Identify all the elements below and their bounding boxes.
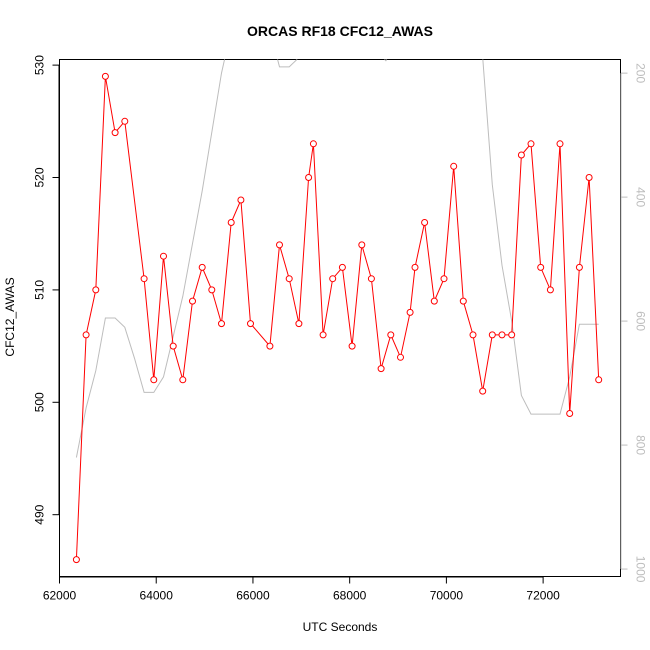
x-tick-label: 68000 [333, 589, 367, 603]
primary-series-point [566, 410, 574, 417]
primary-series-point [150, 376, 158, 384]
primary-series-point [189, 297, 196, 305]
primary-series-point [387, 331, 395, 339]
primary-series-point [411, 263, 419, 271]
primary-series-point [227, 219, 235, 226]
primary-series-point [179, 376, 187, 384]
primary-series-point [421, 219, 429, 226]
primary-series-point [319, 331, 327, 339]
y-tick-label: 520 [33, 167, 47, 187]
x-tick-label: 64000 [140, 589, 174, 603]
primary-series-point [585, 174, 593, 181]
primary-series-point [237, 196, 245, 204]
chart-title: ORCAS RF18 CFC12_AWAS [247, 23, 433, 39]
primary-series-point [111, 129, 119, 137]
primary-series-point [72, 556, 80, 564]
primary-series-point [440, 275, 448, 283]
primary-series-point [469, 331, 477, 339]
x-axis: 62000 64000 66000 68000 70000 72000 [43, 576, 560, 603]
y2-tick-label: 1000 [634, 556, 648, 583]
x-tick-label: 66000 [236, 589, 270, 603]
primary-series-point [498, 331, 506, 339]
primary-series-point [527, 140, 535, 148]
secondary-series-line [75, 59, 599, 458]
primary-series-point [140, 275, 148, 283]
primary-series-point [479, 387, 487, 395]
primary-series-point [459, 297, 467, 305]
primary-series-point [450, 162, 458, 170]
primary-series-point [198, 263, 206, 271]
y-tick-label: 510 [33, 280, 47, 300]
primary-series-point [367, 275, 375, 283]
primary-series-point [295, 320, 303, 328]
x-tick-label: 70000 [430, 589, 464, 603]
y2-tick-label: 400 [634, 187, 648, 207]
primary-series-point [595, 376, 603, 384]
primary-series-point [305, 174, 313, 181]
y-axis-label: CFC12_AWAS [3, 277, 17, 356]
primary-series-point [406, 308, 414, 316]
primary-series-point [285, 275, 293, 283]
primary-series-point [537, 263, 545, 271]
primary-series-point [377, 365, 385, 373]
primary-series-point [92, 286, 100, 294]
primary-series-point [488, 331, 496, 339]
primary-series-point [508, 331, 516, 339]
primary-series-point [82, 331, 90, 339]
primary-series-point [121, 117, 129, 125]
x-axis-label: UTC Seconds [303, 620, 378, 634]
primary-series-point [160, 252, 167, 260]
plot-area [59, 59, 621, 577]
primary-series-point [430, 297, 438, 305]
primary-series-point [247, 320, 254, 328]
y2-tick-label: 600 [634, 311, 648, 331]
primary-series-point [218, 320, 225, 328]
primary-series-point [309, 140, 317, 148]
primary-series-point [397, 353, 404, 361]
y-tick-label: 500 [33, 392, 47, 412]
primary-series-point [329, 275, 337, 283]
y2-tick-label: 800 [634, 435, 648, 455]
primary-series-point [546, 286, 554, 294]
x-tick-label: 62000 [43, 589, 77, 603]
y2-tick-label: 200 [634, 63, 648, 83]
primary-series-point [208, 286, 216, 294]
primary-series-point [348, 342, 356, 350]
y-tick-label: 490 [33, 504, 47, 524]
primary-series-point [358, 241, 366, 249]
primary-series-point [266, 342, 274, 350]
primary-series-point [338, 263, 346, 271]
primary-series-point [101, 72, 109, 80]
secondary-y-axis: 200 400 600 800 1000 [620, 63, 648, 583]
primary-series-point [575, 263, 583, 271]
primary-series-point [276, 241, 283, 249]
y-tick-label: 530 [33, 55, 47, 75]
series-layer [72, 59, 603, 564]
primary-series-point [556, 140, 564, 148]
primary-series-point [169, 342, 177, 350]
y-axis: 490 500 510 520 530 [33, 55, 60, 525]
primary-series-point [517, 151, 525, 159]
x-tick-label: 72000 [526, 589, 560, 603]
primary-series-line [75, 76, 600, 560]
